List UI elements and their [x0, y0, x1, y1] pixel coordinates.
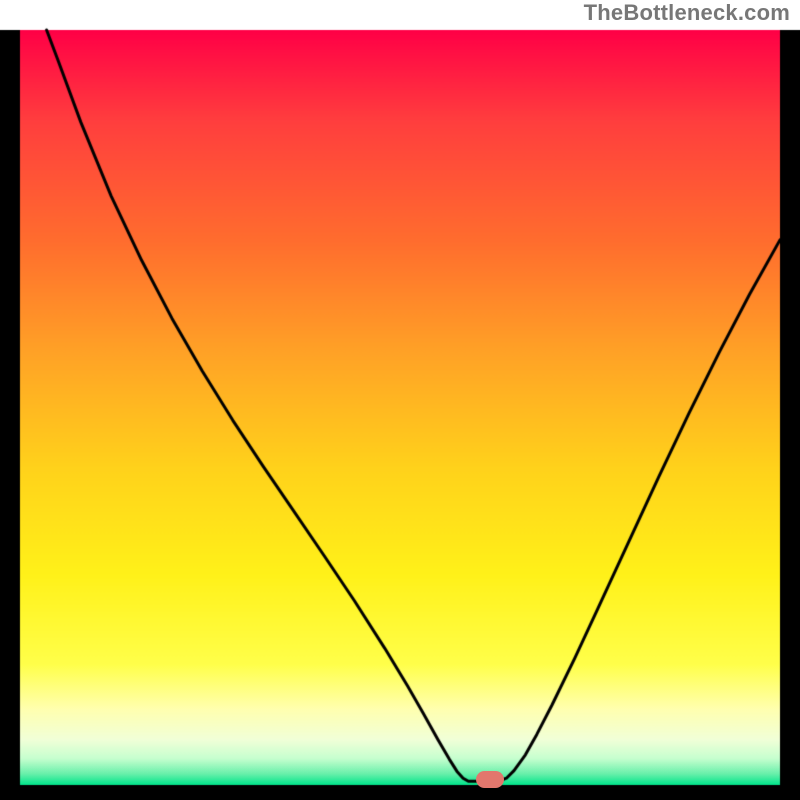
- chart-container: TheBottleneck.com: [0, 0, 800, 800]
- watermark-label: TheBottleneck.com: [584, 0, 790, 26]
- optimal-point-marker: [476, 771, 504, 788]
- bottleneck-curve-chart: [0, 0, 800, 800]
